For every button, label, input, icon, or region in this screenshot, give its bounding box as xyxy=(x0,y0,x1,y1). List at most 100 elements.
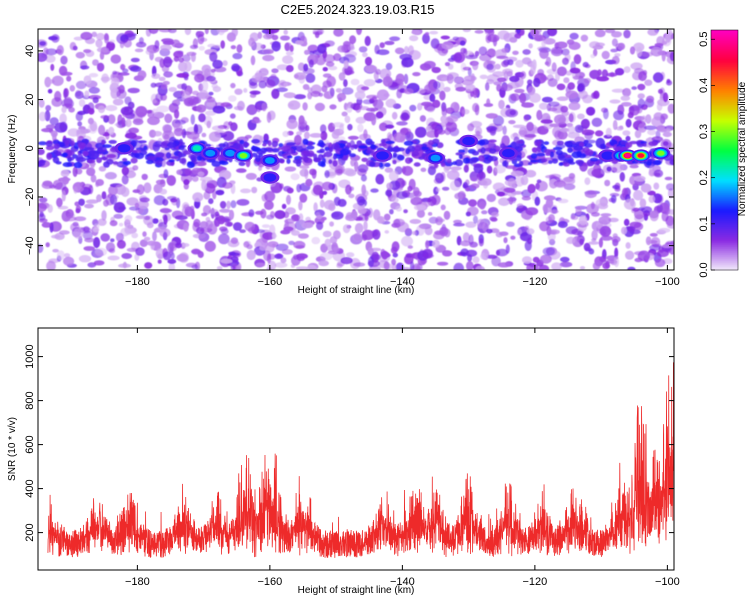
spectrogram-noise-blob xyxy=(588,241,600,245)
colorbar-strip xyxy=(711,260,738,263)
spectrogram-noise-blob xyxy=(409,104,417,112)
spectrogram-noise-blob xyxy=(283,82,288,87)
spectrogram-noise-blob xyxy=(557,221,568,228)
spectrogram-noise-blob xyxy=(293,254,299,260)
colorbar-gradient xyxy=(711,30,738,271)
spectrogram-noise-blob xyxy=(178,252,189,263)
spectrogram-noise-blob xyxy=(654,258,666,268)
spectrogram-band-blob xyxy=(55,161,62,165)
spectrogram-noise-blob xyxy=(637,83,646,91)
colorbar-strip xyxy=(711,42,738,45)
spectrogram-noise-blob xyxy=(474,50,480,57)
spectrogram-band-blob xyxy=(87,150,95,157)
spectrogram-noise-blob xyxy=(354,90,366,100)
spectrogram-noise-blob xyxy=(293,94,306,100)
spectrogram-noise-blob xyxy=(539,221,550,232)
spectrogram-noise-blob xyxy=(174,42,185,47)
spectrogram-noise-blob xyxy=(54,122,68,133)
spectrogram-noise-blob xyxy=(38,202,47,213)
colorbar-strip xyxy=(711,80,738,83)
spectrogram-noise-blob xyxy=(631,86,637,90)
spectrogram-hotspot xyxy=(631,149,651,162)
spectrogram-noise-blob xyxy=(299,165,310,169)
spectrogram-noise-blob xyxy=(612,162,623,173)
spectrogram-noise-blob xyxy=(101,73,109,84)
spectrogram-noise-blob xyxy=(446,73,454,84)
spectrogram-band-blob xyxy=(392,152,397,158)
spectrogram-noise-blob xyxy=(543,38,556,45)
spectrogram-noise-blob xyxy=(209,51,218,62)
spectrogram-noise-blob xyxy=(486,63,494,71)
spectrogram-noise-blob xyxy=(212,59,223,69)
spectrogram-noise-blob xyxy=(157,259,162,264)
colorbar-strip xyxy=(711,96,738,99)
colorbar-strip xyxy=(711,200,738,203)
spectrogram-noise-blob xyxy=(583,77,591,84)
spectrogram-hotspot xyxy=(114,142,134,155)
spectrogram-noise-blob xyxy=(183,222,189,232)
spectrogram-noise-blob xyxy=(539,48,549,59)
spectrogram-band-blob xyxy=(458,149,465,153)
spectrogram-noise-blob xyxy=(174,109,180,119)
spectrogram-noise-blob xyxy=(285,51,294,56)
colorbar-strip xyxy=(711,76,738,79)
spectrogram-band-blob xyxy=(556,140,564,146)
spectrogram-noise-blob xyxy=(474,29,484,34)
spectrogram-noise-blob xyxy=(155,140,163,145)
spectrogram-noise-blob xyxy=(286,194,291,205)
spectrogram-noise-blob xyxy=(343,79,348,88)
spectrogram-noise-blob xyxy=(305,124,310,132)
spectrogram-noise-blob xyxy=(139,239,148,247)
spectrogram-noise-blob xyxy=(162,251,172,261)
spectrogram-noise-blob xyxy=(213,44,221,49)
spectrogram-band-blob xyxy=(454,159,464,167)
spectrogram-noise-blob xyxy=(625,118,632,128)
spectrogram-noise-blob xyxy=(498,197,510,206)
spectrogram-noise-blob xyxy=(354,223,364,234)
spectrogram-noise-blob xyxy=(481,210,488,215)
spectrogram-noise-blob xyxy=(441,105,448,117)
spectrogram-band-blob xyxy=(564,154,572,159)
spectrogram-noise-blob xyxy=(305,73,316,83)
spectrogram-noise-blob xyxy=(630,62,643,70)
spectrogram-hotspot xyxy=(373,149,392,162)
spectrogram-band-blob xyxy=(59,143,67,147)
spectrogram-noise-blob xyxy=(129,65,142,72)
spectrogram-noise-blob xyxy=(429,125,442,130)
spectrogram-noise-blob xyxy=(547,78,558,87)
spectrogram-noise-blob xyxy=(230,200,237,209)
x-tick-label: −120 xyxy=(522,576,547,588)
spectrogram-noise-blob xyxy=(415,126,427,138)
colorbar-strip xyxy=(711,262,738,265)
x-tick-label: −140 xyxy=(390,276,415,288)
spectrogram-noise-blob xyxy=(392,252,398,258)
spectrogram-noise-blob xyxy=(261,224,271,229)
spectrogram-noise-blob xyxy=(366,94,379,100)
spectrogram-noise-blob xyxy=(371,114,377,126)
spectrogram-noise-blob xyxy=(416,209,425,218)
spectrogram-band-blob xyxy=(332,160,338,167)
colorbar-strip xyxy=(711,124,738,127)
spectrogram-band-blob xyxy=(84,147,95,151)
spectrogram-noise-blob xyxy=(658,128,667,133)
spectrogram-noise-blob xyxy=(91,31,98,38)
spectrogram-noise-blob xyxy=(565,226,578,235)
spectrogram-noise-blob xyxy=(557,198,569,204)
spectrogram-noise-blob xyxy=(656,249,669,258)
spectrogram-noise-blob xyxy=(74,90,84,100)
spectrogram-noise-blob xyxy=(275,243,289,251)
spectrogram-band-blob xyxy=(564,141,573,147)
spectrogram-noise-blob xyxy=(192,192,204,202)
spectrogram-band-blob xyxy=(405,157,412,164)
spectrogram-noise-blob xyxy=(391,197,399,203)
spectrogram-noise-blob xyxy=(230,265,236,270)
spectrogram-noise-blob xyxy=(303,63,309,72)
spectrogram-noise-blob xyxy=(573,54,582,65)
spectrogram-noise-blob xyxy=(324,170,330,179)
spectrogram-noise-blob xyxy=(120,187,130,197)
colorbar-strip xyxy=(711,136,738,139)
spectrogram-noise-blob xyxy=(152,218,159,224)
spectrogram-band-blob xyxy=(103,161,110,168)
spectrogram-noise-blob xyxy=(201,132,207,138)
spectrogram-band-blob xyxy=(45,140,53,147)
